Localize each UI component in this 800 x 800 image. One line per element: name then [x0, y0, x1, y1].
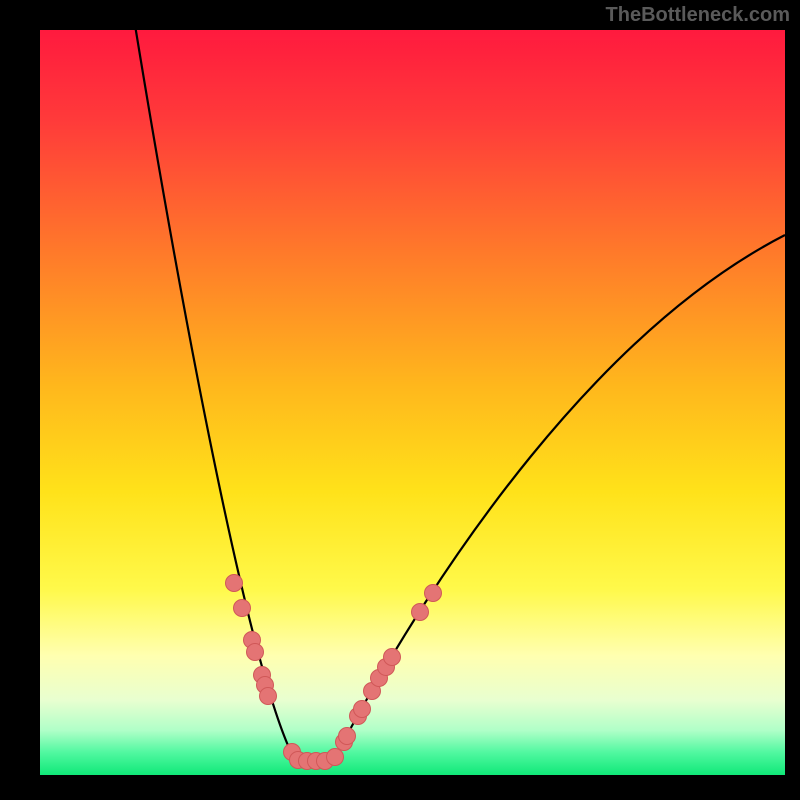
bottleneck-curve	[135, 30, 785, 760]
curve-layer	[40, 30, 785, 775]
data-marker	[425, 585, 442, 602]
data-marker	[260, 688, 277, 705]
data-marker	[226, 575, 243, 592]
data-marker	[339, 728, 356, 745]
watermark-text: TheBottleneck.com	[606, 4, 790, 27]
data-marker	[384, 649, 401, 666]
data-marker	[412, 604, 429, 621]
data-marker	[354, 701, 371, 718]
marker-group	[226, 575, 442, 770]
data-marker	[247, 644, 264, 661]
data-marker	[327, 749, 344, 766]
plot-area	[40, 30, 785, 775]
data-marker	[234, 600, 251, 617]
